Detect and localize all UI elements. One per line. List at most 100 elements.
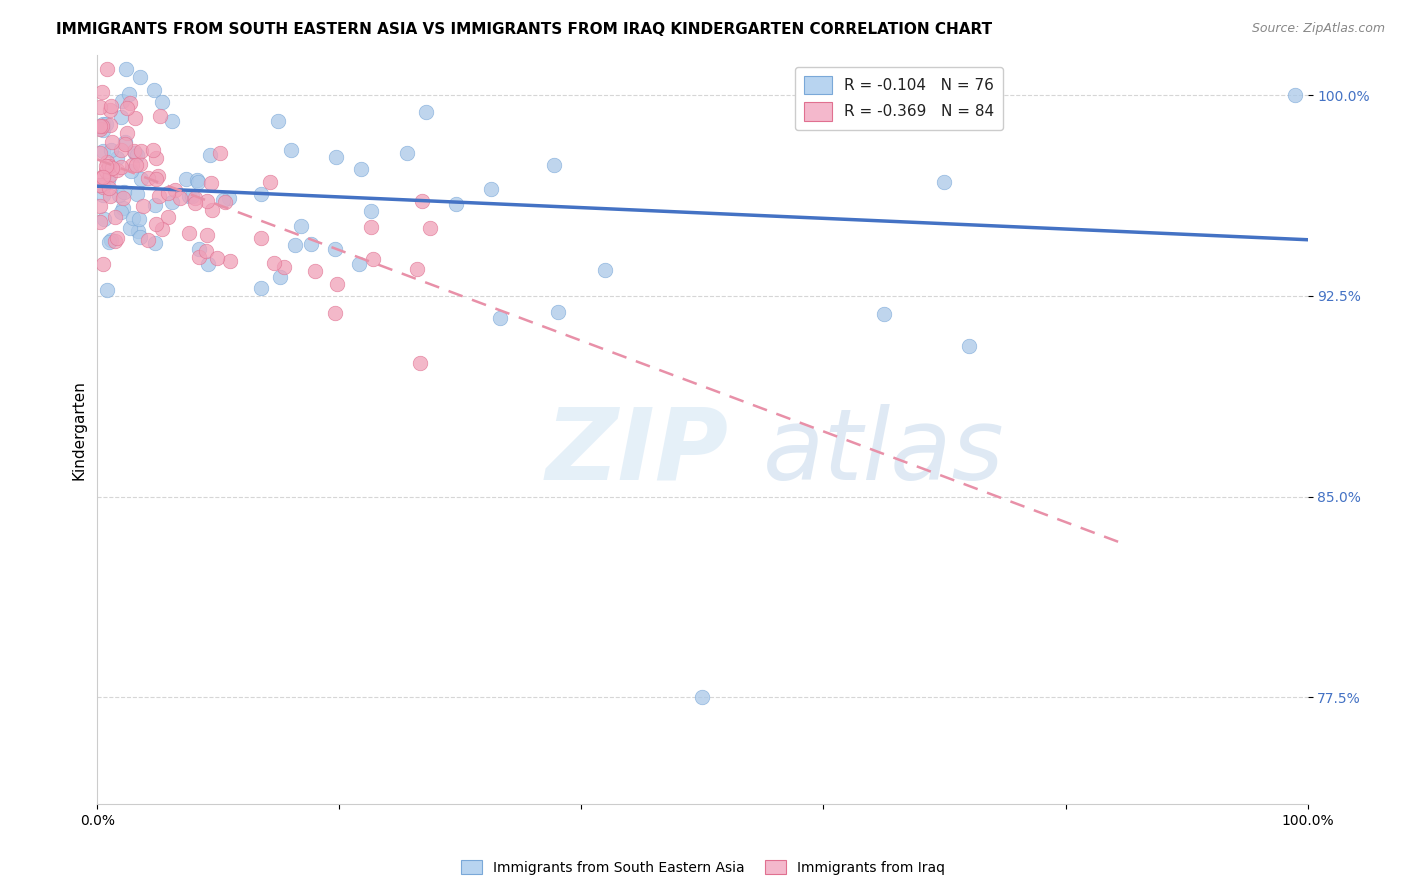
Point <box>169 191 191 205</box>
Point <box>98 103 121 117</box>
Point <box>115 62 138 76</box>
Point <box>98 180 121 194</box>
Point <box>105 163 128 178</box>
Point <box>150 222 173 236</box>
Point <box>136 233 159 247</box>
Point <box>186 173 208 187</box>
Point <box>145 151 167 165</box>
Point <box>96 164 118 178</box>
Point <box>183 191 205 205</box>
Point <box>89 198 111 212</box>
Point <box>208 145 231 160</box>
Point <box>90 119 112 133</box>
Point <box>110 110 132 124</box>
Point <box>150 95 173 109</box>
Point <box>409 356 432 370</box>
Point <box>1284 88 1306 103</box>
Point <box>104 234 127 248</box>
Point <box>184 196 207 211</box>
Point <box>181 188 204 202</box>
Legend: Immigrants from South Eastern Asia, Immigrants from Iraq: Immigrants from South Eastern Asia, Immi… <box>456 855 950 880</box>
Point <box>273 260 295 275</box>
Point <box>304 264 326 278</box>
Point <box>197 257 219 271</box>
Point <box>96 154 118 169</box>
Point <box>121 211 143 226</box>
Point <box>214 195 236 210</box>
Point <box>198 148 221 162</box>
Point <box>146 169 169 183</box>
Point <box>259 175 281 189</box>
Point <box>94 160 117 174</box>
Point <box>124 145 146 160</box>
Point <box>142 143 165 157</box>
Point <box>115 126 138 140</box>
Point <box>89 146 111 161</box>
Point <box>98 159 121 173</box>
Point <box>200 176 222 190</box>
Point <box>127 148 149 162</box>
Point <box>108 188 131 202</box>
Point <box>188 242 211 256</box>
Point <box>692 690 714 705</box>
Point <box>129 144 152 158</box>
Point <box>98 168 121 182</box>
Point <box>396 146 419 161</box>
Point <box>89 100 111 114</box>
Point <box>129 171 152 186</box>
Point <box>187 250 209 264</box>
Point <box>93 211 115 226</box>
Point <box>934 175 956 189</box>
Point <box>104 210 127 224</box>
Point <box>93 187 115 202</box>
Point <box>89 122 111 136</box>
Point <box>411 194 433 209</box>
Point <box>299 237 322 252</box>
Point <box>114 136 136 151</box>
Point <box>124 111 146 125</box>
Point <box>90 85 112 99</box>
Point <box>91 169 114 184</box>
Point <box>177 189 200 203</box>
Point <box>290 219 312 233</box>
Point <box>148 188 170 202</box>
Point <box>118 87 141 101</box>
Point <box>415 105 437 120</box>
Point <box>187 175 209 189</box>
Point <box>156 186 179 201</box>
Point <box>263 256 285 270</box>
Point <box>96 283 118 297</box>
Point <box>145 172 167 186</box>
Point <box>267 113 290 128</box>
Point <box>100 99 122 113</box>
Point <box>418 221 440 235</box>
Point <box>120 163 142 178</box>
Point <box>128 156 150 170</box>
Point <box>250 281 273 295</box>
Point <box>280 143 302 157</box>
Point <box>360 220 382 235</box>
Point <box>122 145 145 159</box>
Point <box>127 224 149 238</box>
Point <box>489 311 512 326</box>
Point <box>100 136 122 150</box>
Point <box>873 307 896 321</box>
Point <box>98 235 121 249</box>
Point <box>174 172 197 186</box>
Point <box>128 211 150 226</box>
Point <box>323 242 346 256</box>
Point <box>446 197 468 211</box>
Point <box>165 183 187 197</box>
Point <box>100 161 122 175</box>
Point <box>105 231 128 245</box>
Point <box>201 202 224 217</box>
Point <box>132 199 155 213</box>
Point <box>361 252 384 266</box>
Point <box>325 149 347 163</box>
Point <box>94 118 117 132</box>
Point <box>219 254 242 268</box>
Point <box>89 119 111 133</box>
Point <box>145 218 167 232</box>
Point <box>479 182 502 196</box>
Point <box>326 277 349 291</box>
